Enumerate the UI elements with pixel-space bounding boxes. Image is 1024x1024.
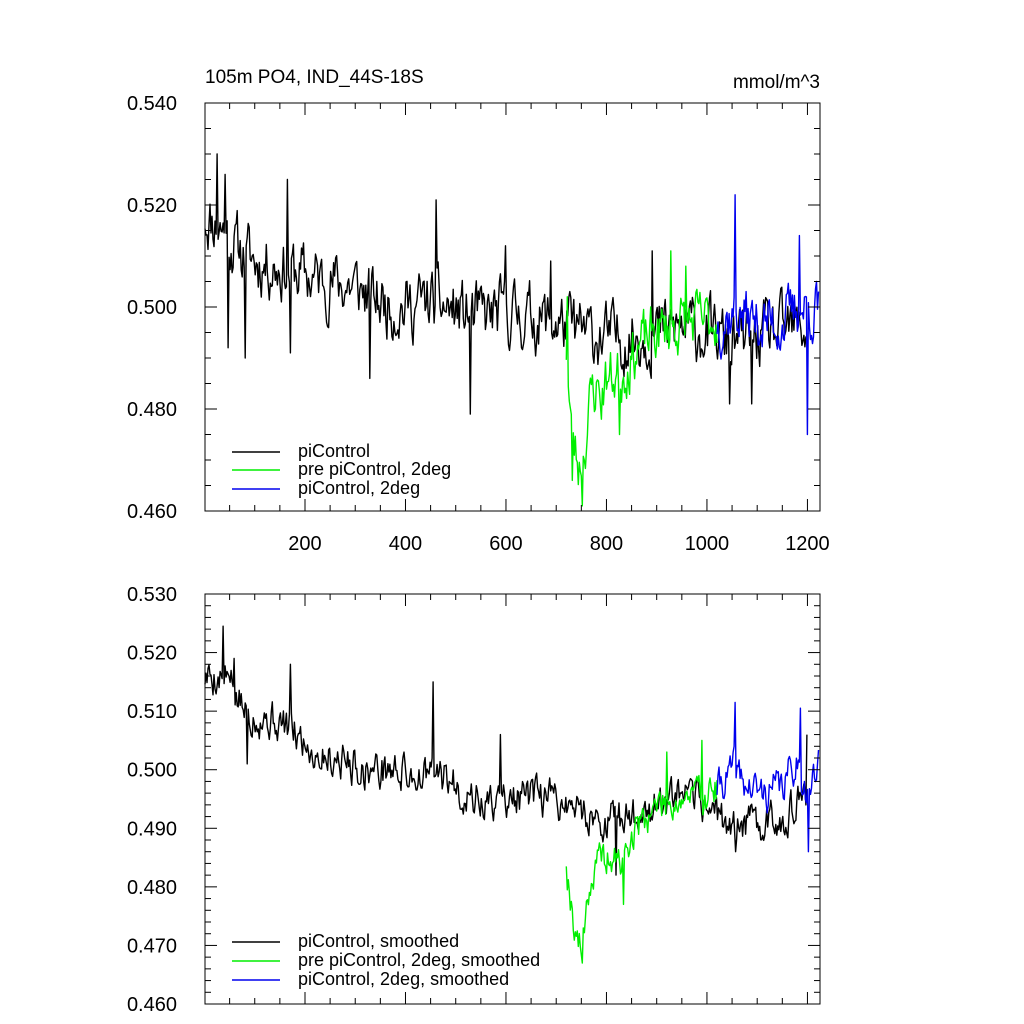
top-legend: piControl pre piControl, 2deg piControl,… [232,441,451,498]
bottom-y-tick-label: 0.520 [127,643,177,665]
bottom-legend-label-picontrol-smoothed: piControl, smoothed [298,931,459,951]
bottom-y-tick-label: 0.530 [127,584,177,606]
top-x-tick-label: 400 [389,533,422,555]
top-y-tick-label: 0.520 [127,195,177,217]
top-plot-frame [204,102,821,512]
top-x-tick-label: 600 [489,533,522,555]
top-series-line-0 [204,153,808,415]
top-x-tick-label: 200 [288,533,321,555]
top-y-tick-label: 0.540 [127,93,177,115]
bottom-panel: 0.460 0.470 0.480 0.490 0.500 0.510 0.520 0.530… [127,584,821,1016]
top-panel: 105m PO4, IND_44S-18S mmol/m^3 200 400 600… [127,67,830,555]
bottom-plot-frame [204,593,821,1005]
bottom-series-line-2 [716,701,820,853]
top-x-tick-label: 1000 [685,533,730,555]
top-series-line-1 [565,250,718,507]
bottom-y-tick-label: 0.510 [127,701,177,723]
top-y-tick-label: 0.500 [127,297,177,319]
bottom-y-tick-label: 0.500 [127,760,177,782]
bottom-series-line-1 [565,739,718,964]
bottom-legend-label-picontrol-2deg-smoothed: piControl, 2deg, smoothed [298,969,509,989]
top-legend-label-pre-picontrol-2deg: pre piControl, 2deg [298,459,451,479]
top-x-tick-label: 800 [590,533,623,555]
top-panel-units: mmol/m^3 [733,72,820,93]
top-legend-label-picontrol-2deg: piControl, 2deg [298,478,420,498]
bottom-legend: piControl, smoothed pre piControl, 2deg,… [232,931,540,989]
bottom-y-tick-label: 0.460 [127,994,177,1016]
top-ticks-layer: 200 400 600 800 1000 1200 0.460 0.480 0.500 0.520… [127,93,830,555]
bottom-y-tick-label: 0.480 [127,877,177,899]
bottom-series-line-0 [204,625,808,876]
bottom-legend-label-pre-picontrol-2deg-smoothed: pre piControl, 2deg, smoothed [298,950,540,970]
top-series-line-2 [716,194,820,436]
top-y-tick-label: 0.480 [127,399,177,421]
top-legend-label-picontrol: piControl [298,441,370,461]
top-series-layer [204,153,820,507]
bottom-y-tick-label: 0.490 [127,818,177,840]
bottom-y-tick-label: 0.470 [127,935,177,957]
bottom-ticks-layer: 0.460 0.470 0.480 0.490 0.500 0.510 0.520 0.530 [127,584,820,1016]
bottom-series-layer [204,625,820,964]
top-y-tick-label: 0.460 [127,501,177,523]
top-panel-title: 105m PO4, IND_44S-18S [205,67,424,88]
top-x-tick-label: 1200 [785,533,830,555]
